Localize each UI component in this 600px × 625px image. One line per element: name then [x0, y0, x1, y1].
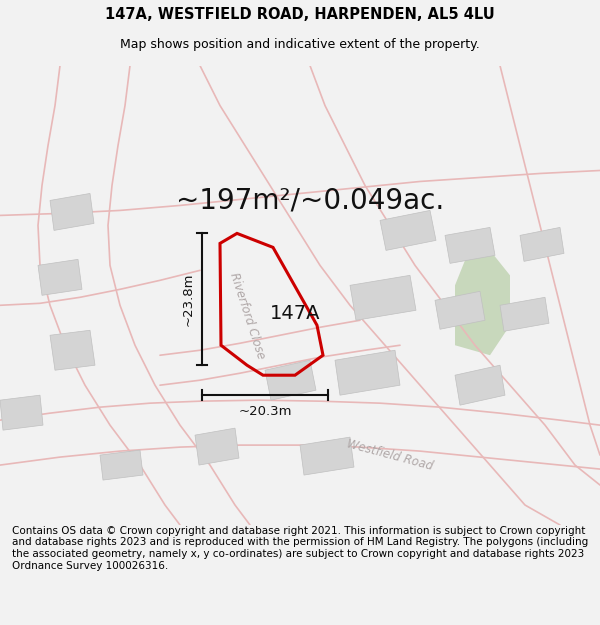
Polygon shape	[100, 450, 143, 480]
Polygon shape	[50, 330, 95, 370]
Polygon shape	[350, 276, 416, 320]
Polygon shape	[455, 365, 505, 405]
Polygon shape	[455, 251, 510, 355]
Polygon shape	[380, 211, 436, 251]
Text: Map shows position and indicative extent of the property.: Map shows position and indicative extent…	[120, 38, 480, 51]
Polygon shape	[38, 259, 82, 295]
Polygon shape	[265, 360, 316, 400]
Text: ~20.3m: ~20.3m	[238, 404, 292, 418]
Polygon shape	[435, 291, 485, 329]
Text: Contains OS data © Crown copyright and database right 2021. This information is : Contains OS data © Crown copyright and d…	[12, 526, 588, 571]
Polygon shape	[500, 298, 549, 331]
Text: ~197m²/~0.049ac.: ~197m²/~0.049ac.	[176, 186, 444, 214]
Text: 147A: 147A	[270, 304, 320, 322]
Polygon shape	[50, 194, 94, 231]
Polygon shape	[0, 395, 43, 430]
Text: Westfield Road: Westfield Road	[346, 438, 434, 473]
Text: 147A, WESTFIELD ROAD, HARPENDEN, AL5 4LU: 147A, WESTFIELD ROAD, HARPENDEN, AL5 4LU	[105, 7, 495, 22]
Text: Riverford Close: Riverford Close	[227, 271, 267, 360]
Text: ~23.8m: ~23.8m	[182, 272, 194, 326]
Polygon shape	[335, 350, 400, 395]
Polygon shape	[300, 437, 354, 475]
Polygon shape	[195, 428, 239, 465]
Polygon shape	[520, 228, 564, 261]
Polygon shape	[445, 228, 495, 263]
